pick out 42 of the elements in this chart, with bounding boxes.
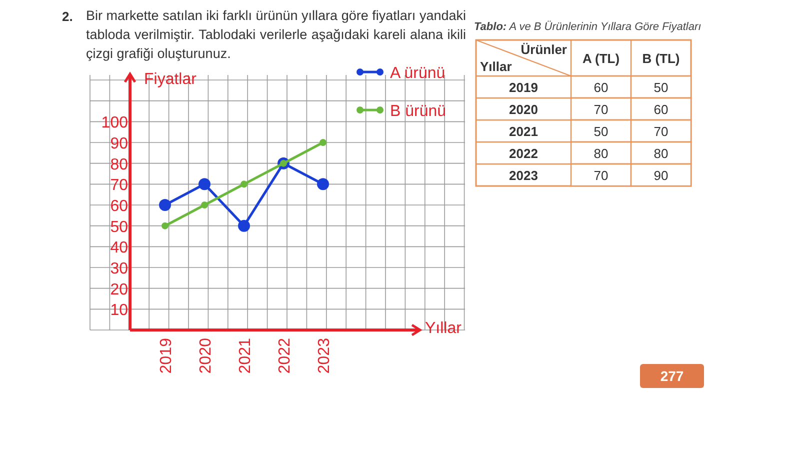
x-axis-title: Yıllar xyxy=(425,320,462,337)
text: 2. xyxy=(62,9,73,24)
data-label: 60 xyxy=(594,80,608,95)
x-tick-label: 2023 xyxy=(316,338,333,374)
y-tick-label: 40 xyxy=(110,240,128,257)
y-axis-title: Fiyatlar xyxy=(144,71,198,88)
chart-title: Tablo: A ve B Ürünlerinin Yıllara Göre Fiyatları xyxy=(474,20,702,33)
data-label: 70 xyxy=(594,102,608,117)
x-tick-label: 2021 xyxy=(237,338,254,374)
y-tick-label: 20 xyxy=(110,281,128,298)
data-label: 70 xyxy=(594,168,608,183)
x-tick-label: 2020 xyxy=(198,338,214,374)
x-tick-label: A (TL) xyxy=(582,51,620,66)
y-tick-label: 2022 xyxy=(509,146,538,161)
data-label: 90 xyxy=(654,168,668,183)
y-axis-title: Yıllar xyxy=(480,59,512,74)
data-label: 50 xyxy=(654,80,668,95)
legend-label: A ürünü xyxy=(390,65,446,82)
legend-label: B ürünü xyxy=(390,103,446,120)
y-tick-label: 2021 xyxy=(509,124,538,139)
x-tick-label: 2022 xyxy=(276,338,294,374)
data-label: 70 xyxy=(654,124,668,139)
x-axis-title: Ürünler xyxy=(520,42,567,57)
y-tick-label: 2020 xyxy=(509,102,538,117)
y-tick-label: 2019 xyxy=(509,80,538,95)
x-tick-label: B (TL) xyxy=(642,51,680,66)
y-tick-label: 10 xyxy=(110,302,128,320)
y-tick-label: 90 xyxy=(110,136,128,152)
text: 277 xyxy=(660,368,684,384)
data-label: 80 xyxy=(594,146,608,161)
y-tick-label: 70 xyxy=(110,177,128,194)
chart-title: Bir markette satılan iki farklı ürünün yıllara göre fiyatları yandaki tabloda verilmiştir. Tablodaki verilerle aşağıdaki kareli alana ikili çizgi grafiği oluşturunuz. xyxy=(86,7,466,63)
data-label: 80 xyxy=(654,146,668,161)
y-tick-label: 60 xyxy=(110,198,128,215)
y-tick-label: 30 xyxy=(110,260,128,278)
y-tick-label: 50 xyxy=(110,218,128,236)
y-tick-label: 100 xyxy=(101,114,128,132)
y-tick-label: 80 xyxy=(110,156,128,174)
data-label: 60 xyxy=(654,102,668,117)
y-tick-label: 2023 xyxy=(509,168,538,183)
x-tick-label: 2019 xyxy=(158,338,175,374)
data-label: 50 xyxy=(594,124,608,139)
